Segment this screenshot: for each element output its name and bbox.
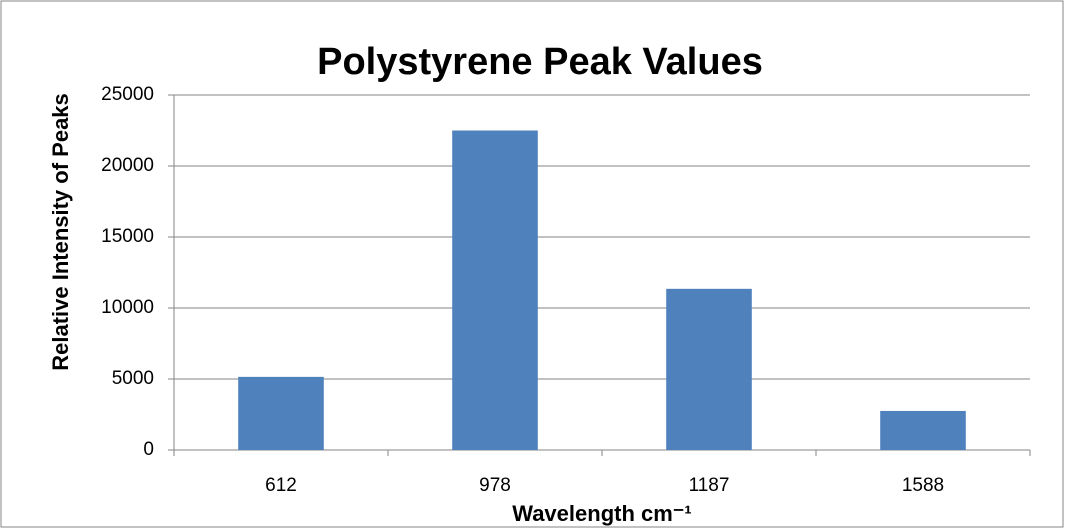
- bar: [880, 410, 966, 450]
- bar: [452, 130, 538, 450]
- y-tick-label: 0: [143, 439, 154, 460]
- x-tick-label: 612: [265, 475, 297, 496]
- x-tick-label: 978: [479, 475, 511, 496]
- y-tick-label: 10000: [101, 297, 154, 318]
- x-axis-label: Wavelength cm⁻¹: [512, 501, 692, 526]
- bar: [238, 376, 324, 450]
- y-tick-label: 5000: [112, 368, 154, 389]
- x-tick-label: 1588: [902, 475, 944, 496]
- y-tick-label: 20000: [101, 155, 154, 176]
- y-tick-label: 15000: [101, 226, 154, 247]
- chart-title: Polystyrene Peak Values: [317, 41, 763, 83]
- y-tick-label: 25000: [101, 84, 154, 105]
- bar: [666, 288, 752, 450]
- y-axis-label: Relative Intensity of Peaks: [48, 93, 73, 371]
- x-tick-label: 1187: [689, 475, 730, 496]
